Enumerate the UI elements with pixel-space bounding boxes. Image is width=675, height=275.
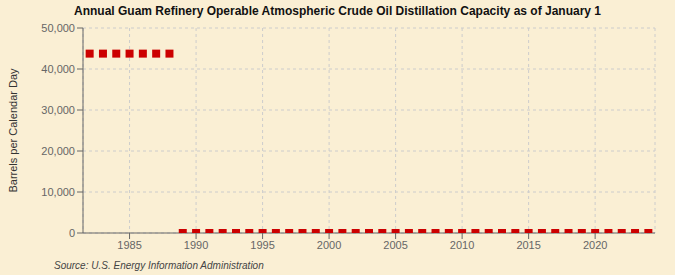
svg-text:1995: 1995 <box>250 239 274 251</box>
svg-text:0: 0 <box>69 227 75 239</box>
svg-text:20,000: 20,000 <box>41 145 75 157</box>
svg-text:10,000: 10,000 <box>41 186 75 198</box>
svg-text:50,000: 50,000 <box>41 22 75 34</box>
svg-text:2015: 2015 <box>516 239 540 251</box>
svg-text:2010: 2010 <box>450 239 474 251</box>
svg-text:1990: 1990 <box>184 239 208 251</box>
html-text:Annual Guam Refinery Operable: Annual Guam Refinery Operable Atmospheri… <box>74 4 601 18</box>
svg-text:1985: 1985 <box>117 239 141 251</box>
svg-text:Barrels per Calendar Day: Barrels per Calendar Day <box>8 68 19 193</box>
svg-text:2000: 2000 <box>317 239 341 251</box>
html-text:Source: U.S. Energy Informatio: Source: U.S. Energy Information Administ… <box>54 260 264 271</box>
svg-text:40,000: 40,000 <box>41 63 75 75</box>
svg-text:2020: 2020 <box>583 239 607 251</box>
svg-text:30,000: 30,000 <box>41 104 75 116</box>
svg-text:2005: 2005 <box>383 239 407 251</box>
